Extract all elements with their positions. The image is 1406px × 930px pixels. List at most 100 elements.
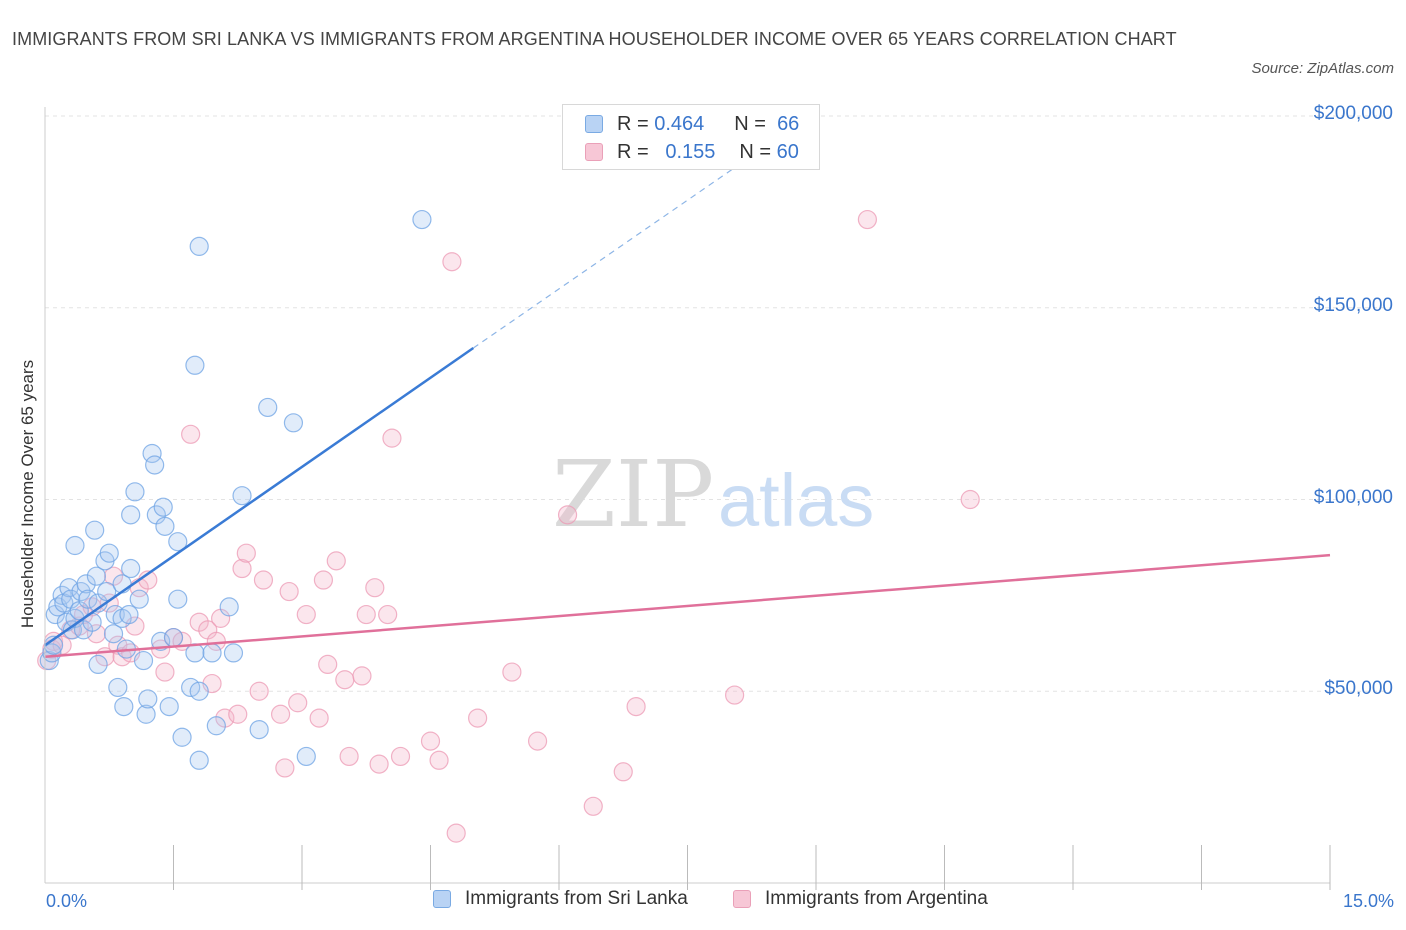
watermark-atlas: atlas [718, 459, 874, 542]
srilanka-point [136, 704, 156, 724]
source-label: Source: ZipAtlas.com [1251, 60, 1394, 77]
argentina-point [382, 428, 402, 448]
argentina-point [86, 624, 107, 644]
argentina-point [378, 604, 398, 625]
srilanka-point [138, 689, 158, 709]
srilanka-point [99, 543, 119, 563]
argentina-point [429, 750, 449, 770]
srilanka-point [114, 696, 134, 717]
argentina-point [468, 708, 488, 728]
argentina-point [557, 505, 578, 525]
srilanka-point [296, 746, 316, 767]
argentina-point [390, 746, 411, 767]
srilanka-point [142, 443, 162, 464]
y-tick-label: $150,000 [1313, 294, 1393, 316]
srilanka-point [145, 455, 165, 475]
legend-row-argentina: R = 0.155 N = 60 [585, 139, 799, 165]
srilanka-point [76, 574, 96, 594]
srilanka-point [189, 681, 209, 701]
argentina-point [352, 666, 372, 686]
correlation-legend: R = 0.464 N = 66 R = 0.155 N = 60 [562, 104, 820, 170]
srilanka-point [88, 654, 108, 675]
bottom-legend-srilanka: Immigrants from Sri Lanka [433, 888, 688, 910]
watermark-zip: ZIP [552, 441, 714, 548]
argentina-point [326, 551, 346, 571]
srilanka-point [283, 413, 304, 433]
argentina-point [356, 604, 376, 625]
argentina-point [502, 662, 522, 682]
legend-r-label: R = [617, 140, 649, 163]
srilanka-trend-extension [472, 134, 783, 349]
argentina-point [236, 543, 256, 563]
argentina-point [960, 489, 980, 510]
argentina-point [420, 731, 441, 751]
srilanka-point [62, 620, 83, 640]
series-srilanka-points [39, 209, 432, 770]
bottom-legend-swatch-blue [433, 890, 451, 908]
srilanka-point [206, 716, 226, 736]
srilanka-point [151, 631, 171, 651]
srilanka-point [185, 355, 205, 375]
argentina-point [339, 746, 359, 767]
argentina-point [181, 424, 201, 444]
axes [44, 107, 1331, 890]
srilanka-point [86, 566, 107, 586]
srilanka-point [249, 719, 269, 740]
srilanka-point [189, 236, 209, 256]
srilanka-trend-line [44, 346, 475, 647]
srilanka-point [168, 589, 188, 609]
legend-n-value: 66 [777, 112, 800, 135]
argentina-point [155, 662, 175, 682]
argentina-trend-line [44, 553, 1331, 658]
y-axis-title: Householder Income Over 65 years [18, 359, 37, 629]
argentina-point [335, 670, 355, 690]
srilanka-point [412, 209, 432, 230]
argentina-point [369, 754, 389, 774]
srilanka-point [232, 486, 252, 506]
argentina-point [249, 681, 269, 701]
y-tick-label: $200,000 [1313, 103, 1393, 124]
srilanka-point [223, 643, 244, 663]
y-tick-label: $100,000 [1313, 486, 1393, 508]
x-tick-label-max: 15.0% [1342, 891, 1394, 911]
legend-r-value: 0.464 [654, 112, 705, 135]
bottom-legend-label: Immigrants from Sri Lanka [465, 888, 688, 909]
argentina-point [626, 696, 646, 717]
srilanka-point [103, 624, 124, 644]
srilanka-point [121, 558, 141, 579]
argentina-point [309, 708, 329, 728]
srilanka-point [108, 677, 128, 698]
srilanka-point [172, 727, 192, 747]
legend-row-srilanka: R = 0.464 N = 66 [585, 111, 799, 137]
srilanka-point [121, 505, 141, 525]
legend-n-value: 60 [776, 140, 799, 163]
srilanka-point [202, 643, 222, 663]
srilanka-point [133, 650, 154, 671]
srilanka-point [258, 397, 278, 418]
srilanka-point [219, 597, 239, 617]
argentina-point [446, 823, 466, 843]
legend-n-label: N = [734, 112, 766, 135]
srilanka-point [168, 532, 188, 552]
argentina-point [527, 731, 548, 751]
legend-swatch-pink [585, 143, 603, 161]
trend-lines [44, 134, 1331, 658]
argentina-point [583, 796, 603, 816]
srilanka-point [153, 497, 173, 517]
srilanka-point [125, 482, 145, 502]
argentina-point [613, 762, 633, 782]
bottom-legend-argentina: Immigrants from Argentina [733, 888, 988, 910]
y-tick-label: $50,000 [1324, 678, 1393, 700]
legend-n-label: N = [739, 140, 772, 163]
srilanka-point [155, 516, 175, 536]
argentina-point [857, 209, 878, 230]
argentina-point [288, 693, 308, 713]
argentina-point [442, 252, 462, 272]
srilanka-point [163, 627, 184, 648]
chart-title: IMMIGRANTS FROM SRI LANKA VS IMMIGRANTS … [12, 29, 1177, 49]
series-argentina-points [37, 209, 980, 843]
argentina-point [232, 558, 252, 579]
srilanka-point [65, 535, 85, 556]
argentina-point [313, 570, 334, 590]
